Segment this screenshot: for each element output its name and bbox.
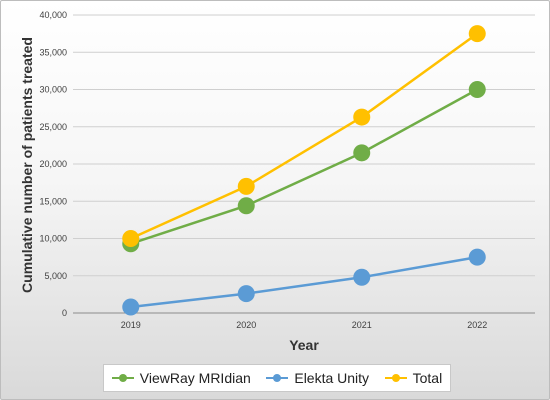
data-point — [237, 285, 255, 303]
y-axis-tick-labels: 0 5,000 10,000 15,000 20,000 25,000 30,000 35,0… — [39, 10, 67, 318]
x-tick-label: 2020 — [236, 320, 256, 330]
series-points — [122, 25, 486, 316]
legend-item: ViewRay MRIdian — [111, 370, 251, 386]
legend-label: ViewRay MRIdian — [139, 370, 251, 386]
y-tick-label: 30,000 — [39, 85, 67, 95]
y-tick-label: 0 — [62, 308, 67, 318]
data-point — [353, 144, 371, 162]
data-point — [468, 81, 486, 98]
gridlines — [73, 14, 535, 314]
data-point — [237, 177, 255, 195]
y-tick-label: 40,000 — [39, 10, 67, 20]
series-line — [130, 255, 478, 309]
y-tick-label: 35,000 — [39, 47, 67, 57]
series-lines — [130, 32, 478, 309]
y-tick-label: 15,000 — [39, 196, 67, 206]
y-tick-label: 5,000 — [44, 271, 67, 281]
data-point — [353, 108, 371, 126]
series-line — [130, 32, 478, 240]
legend-marker — [111, 372, 134, 384]
x-tick-label: 2019 — [121, 320, 141, 330]
legend-marker — [266, 372, 289, 384]
data-point — [353, 268, 371, 286]
legend-item: Total — [384, 370, 443, 386]
legend-marker — [384, 372, 407, 384]
y-tick-label: 20,000 — [39, 159, 67, 169]
data-point — [468, 25, 486, 43]
data-point — [237, 197, 255, 215]
legend-label: Total — [412, 370, 443, 386]
legend-label: Elekta Unity — [294, 370, 370, 386]
y-axis-label: Cumulative number of patients treated — [19, 37, 35, 293]
x-axis-label: Year — [289, 337, 319, 353]
x-tick-label: 2022 — [467, 320, 487, 330]
legend: ViewRay MRIdian Elekta Unity Total — [103, 364, 451, 392]
y-tick-label: 25,000 — [39, 122, 67, 132]
y-tick-label: 10,000 — [39, 234, 67, 244]
x-tick-label: 2021 — [352, 320, 372, 330]
data-point — [468, 248, 486, 266]
legend-item: Elekta Unity — [266, 370, 369, 386]
series-line — [130, 88, 478, 245]
x-axis-tick-labels: 2019 2020 2021 2022 — [121, 320, 488, 330]
data-point — [122, 230, 140, 247]
data-point — [122, 298, 140, 316]
